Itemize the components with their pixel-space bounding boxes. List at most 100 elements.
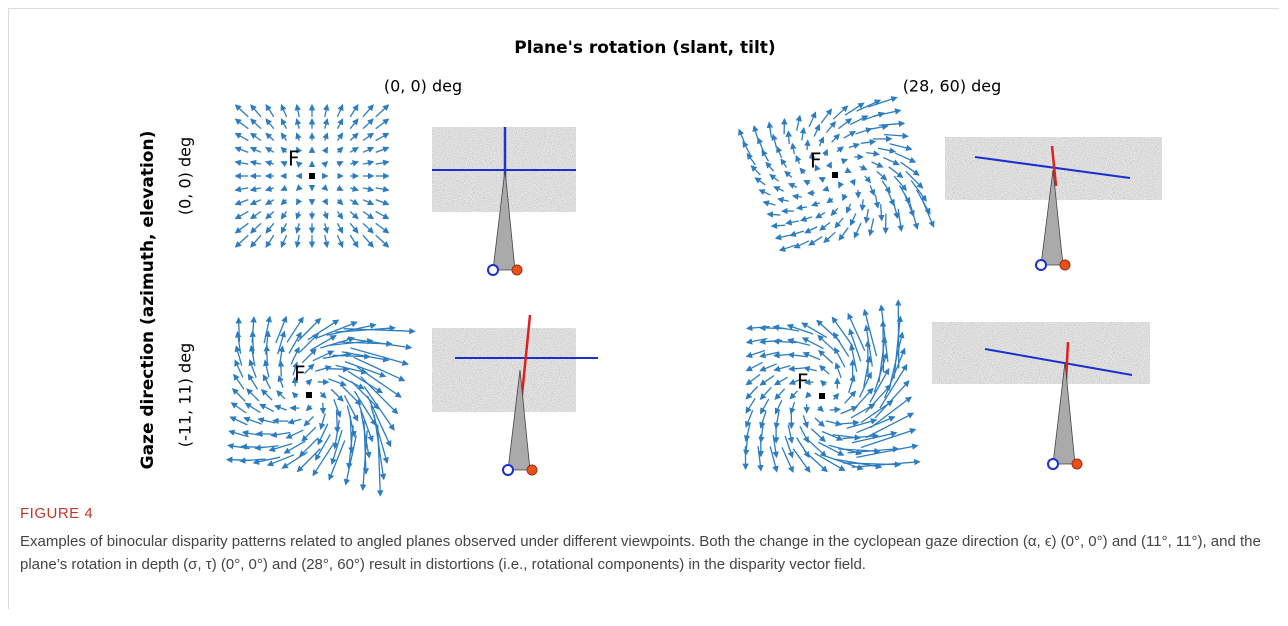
- vector-arrow: [246, 403, 260, 412]
- vector-arrow: [793, 449, 809, 472]
- vector-arrow: [281, 200, 286, 205]
- vector-arrow: [376, 188, 389, 190]
- vector-arrow: [814, 125, 819, 136]
- vector-arrow: [864, 310, 876, 356]
- vector-arrow: [266, 119, 274, 128]
- vector-arrow: [743, 142, 750, 155]
- vector-arrow: [326, 369, 349, 370]
- vector-arrow: [328, 379, 345, 385]
- vector-arrow: [247, 389, 259, 401]
- vector-arrow: [866, 153, 878, 155]
- vector-arrow: [872, 162, 883, 167]
- vector-arrow: [350, 235, 358, 247]
- vector-arrow: [821, 381, 826, 385]
- column-label: (0, 0) deg: [384, 77, 462, 96]
- vector-arrow: [803, 338, 823, 349]
- vector-arrow: [883, 158, 898, 165]
- vector-arrow: [747, 362, 763, 370]
- vector-arrow: [786, 221, 798, 223]
- vector-arrow: [832, 318, 852, 346]
- vector-arrow: [298, 449, 321, 472]
- vector-arrow: [849, 144, 859, 147]
- vector-arrow: [304, 364, 313, 373]
- vector-arrow: [792, 144, 794, 154]
- vector-arrow: [831, 208, 838, 215]
- right-eye: [1072, 459, 1082, 469]
- vector-arrow: [843, 194, 846, 200]
- vector-arrow: [781, 159, 786, 167]
- vector-arrow: [273, 421, 288, 422]
- vector-arrow: [839, 185, 840, 188]
- vector-arrow: [376, 162, 389, 164]
- vector-arrow: [251, 148, 261, 153]
- vector-arrow: [845, 392, 856, 404]
- vector-arrow: [337, 148, 342, 153]
- vector-arrow: [363, 211, 373, 218]
- vector-arrow: [830, 409, 840, 410]
- vector-arrow: [266, 188, 274, 190]
- vector-arrow: [875, 381, 909, 418]
- vector-arrow: [842, 160, 847, 162]
- vector-arrow: [351, 381, 378, 408]
- vector-arrow: [791, 231, 804, 235]
- vector-arrow: [350, 148, 358, 153]
- vector-arrow: [827, 199, 832, 203]
- vector-arrow: [350, 162, 358, 164]
- vector-arrow: [789, 355, 807, 357]
- vector-arrow: [807, 141, 808, 150]
- vector-arrow: [331, 389, 343, 401]
- vector-arrow: [746, 398, 755, 412]
- vector-arrow: [376, 223, 389, 232]
- vector-arrow: [350, 211, 358, 218]
- vector-arrow: [756, 178, 766, 185]
- vector-arrow: [882, 181, 890, 193]
- vector-arrow: [793, 196, 802, 197]
- vector-arrow: [826, 122, 835, 133]
- vector-arrow: [376, 105, 389, 117]
- vector-arrow: [267, 346, 268, 366]
- vector-arrow: [870, 185, 874, 195]
- vector-arrow: [307, 380, 312, 385]
- figure-title: Plane's rotation (slant, tilt): [514, 38, 775, 58]
- vector-arrow: [821, 109, 831, 123]
- vector-arrow: [313, 351, 333, 361]
- right-eye: [1060, 260, 1070, 270]
- vector-arrow: [861, 142, 875, 144]
- vector-arrow: [761, 399, 769, 413]
- vector-arrow: [297, 133, 300, 140]
- vector-arrow: [281, 235, 286, 247]
- vector-arrow: [266, 223, 274, 232]
- vector-arrow: [337, 105, 342, 117]
- vector-arrow: [236, 200, 249, 205]
- vector-arrow: [337, 119, 342, 128]
- vector-arrow: [839, 228, 848, 240]
- vector-arrow: [878, 148, 895, 151]
- vector-arrow: [893, 199, 898, 217]
- figure: Plane's rotation (slant, tilt) (0, 0) de…: [0, 0, 1288, 500]
- vector-arrow: [890, 144, 912, 149]
- vector-arrow: [875, 195, 878, 208]
- vector-arrow: [363, 188, 373, 190]
- vector-arrow: [820, 366, 829, 374]
- fixation-point: [306, 392, 312, 398]
- vector-arrow: [348, 371, 382, 392]
- vector-arrow: [805, 227, 817, 233]
- vector-arrow: [785, 172, 792, 178]
- vector-arrow: [852, 462, 920, 468]
- vector-arrow: [775, 389, 784, 399]
- vector-arrow: [260, 404, 273, 411]
- vector-fields: FFFF: [227, 98, 933, 496]
- right-eye: [527, 465, 537, 475]
- vector-arrow: [844, 132, 855, 138]
- vector-arrow: [776, 400, 782, 413]
- vector-arrow: [313, 445, 333, 475]
- vector-arrow: [895, 153, 915, 162]
- vector-arrow: [266, 105, 274, 117]
- vector-arrow: [789, 184, 797, 187]
- vector-arrow: [858, 190, 859, 198]
- vector-arrow: [910, 204, 917, 229]
- vector-arrow: [820, 222, 830, 230]
- page: Plane's rotation (slant, tilt) (0, 0) de…: [0, 0, 1288, 626]
- vector-arrow: [819, 138, 823, 147]
- vector-arrow: [850, 116, 867, 125]
